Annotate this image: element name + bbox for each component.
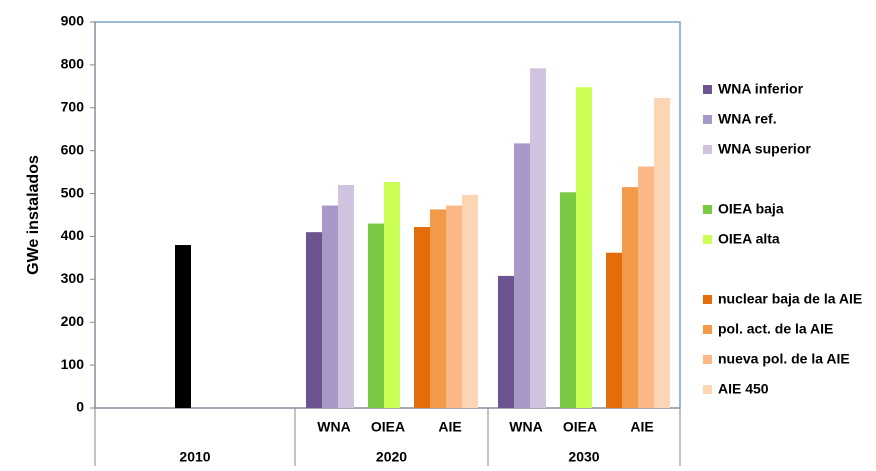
subcategory-label: WNA — [317, 419, 350, 435]
legend-label: nuclear baja de la AIE — [718, 291, 862, 307]
legend-label: WNA inferior — [718, 81, 804, 97]
bar — [414, 227, 430, 408]
bar — [175, 245, 191, 408]
subcategory-label: AIE — [630, 419, 653, 435]
legend-label: AIE 450 — [718, 381, 769, 397]
y-tick-label: 100 — [61, 356, 85, 372]
legend-swatch — [703, 295, 712, 304]
legend-label: pol. act. de la AIE — [718, 321, 833, 337]
y-tick-label: 600 — [61, 141, 85, 157]
subcategory-label: AIE — [438, 419, 461, 435]
bar — [606, 252, 622, 408]
subcategory-label: OIEA — [563, 419, 597, 435]
legend-label: WNA superior — [718, 141, 811, 157]
bar — [306, 232, 322, 408]
y-tick-label: 400 — [61, 227, 85, 243]
bar — [384, 181, 400, 408]
bar — [498, 275, 514, 408]
bar — [638, 166, 654, 408]
legend-swatch — [703, 355, 712, 364]
bar — [654, 97, 670, 408]
bar — [530, 68, 546, 408]
x-tick-label: 2010 — [179, 449, 210, 465]
legend-swatch — [703, 205, 712, 214]
bar — [446, 205, 462, 408]
legend-label: OIEA baja — [718, 201, 784, 217]
y-axis-label: GWe instalados — [25, 155, 42, 275]
subcategory-label: OIEA — [371, 419, 405, 435]
bar — [560, 192, 576, 408]
bar — [368, 223, 384, 408]
legend-swatch — [703, 325, 712, 334]
legend-swatch — [703, 235, 712, 244]
y-tick-label: 800 — [61, 56, 85, 72]
y-tick-label: 900 — [61, 13, 85, 29]
bar — [514, 143, 530, 408]
y-tick-label: 0 — [76, 399, 84, 415]
legend-label: WNA ref. — [718, 111, 777, 127]
y-tick-label: 500 — [61, 184, 85, 200]
legend-swatch — [703, 385, 712, 394]
legend-swatch — [703, 145, 712, 154]
y-tick-label: 700 — [61, 98, 85, 114]
bar — [622, 187, 638, 408]
legend-swatch — [703, 115, 712, 124]
x-tick-label: 2030 — [568, 449, 599, 465]
x-tick-label: 2020 — [376, 449, 407, 465]
bar — [338, 184, 354, 408]
legend-label: nueva pol. de la AIE — [718, 351, 850, 367]
bar — [462, 194, 478, 408]
bar — [576, 87, 592, 409]
bar — [430, 209, 446, 408]
legend-label: OIEA alta — [718, 231, 780, 247]
y-tick-label: 300 — [61, 270, 85, 286]
bar — [322, 205, 338, 408]
y-tick-label: 200 — [61, 313, 85, 329]
subcategory-label: WNA — [509, 419, 542, 435]
legend-swatch — [703, 85, 712, 94]
